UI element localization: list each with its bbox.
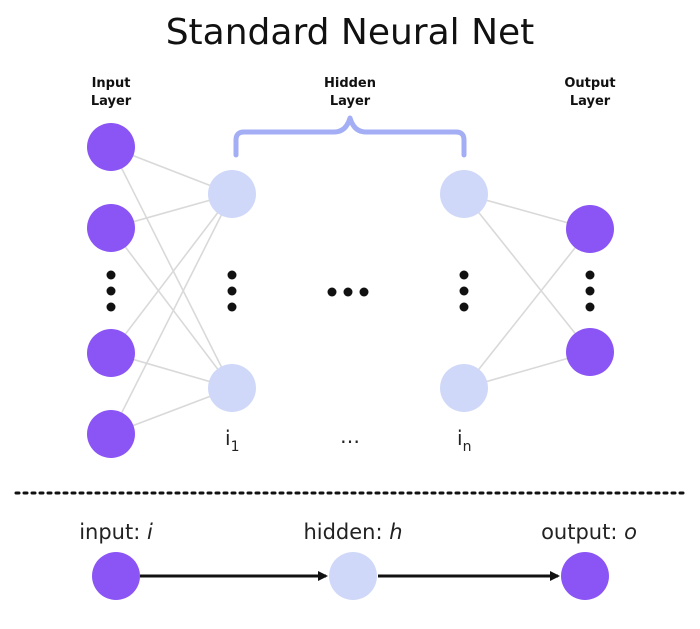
input-node-3: [87, 329, 135, 377]
hidden-layer-brace: [233, 115, 467, 158]
edge-hn1-o2: [463, 193, 591, 353]
legend-output-text: output:: [541, 520, 624, 544]
dot: [227, 286, 237, 296]
dot: [359, 287, 369, 297]
hidden-layer-label-line2: Layer: [330, 94, 371, 109]
dot: [327, 287, 337, 297]
hidden-index-last-sub: n: [463, 439, 472, 455]
edge-in3-h1: [110, 193, 233, 354]
output-node-2: [566, 328, 614, 376]
hidden-index-first-sub: 1: [231, 439, 240, 455]
hidden-layer-label-line1: Hidden: [324, 76, 376, 91]
dot: [459, 270, 469, 280]
dot: [227, 270, 237, 280]
dot: [585, 286, 595, 296]
input-vertical-ellipsis: [106, 270, 116, 312]
output-layer-label-line2: Layer: [570, 94, 611, 109]
hidden-first-vertical-ellipsis: [227, 270, 237, 312]
hidden-index-last-base: i: [457, 426, 463, 450]
legend-hidden-node: [329, 552, 377, 600]
input-node-2: [87, 204, 135, 252]
dot: [106, 302, 116, 312]
hidden-last-vertical-ellipsis: [459, 270, 469, 312]
hidden-index-last: in: [457, 426, 471, 455]
diagram-title: Standard Neural Net: [166, 12, 535, 53]
hidden-node-last-bottom: [440, 364, 488, 412]
legend-output-label: output: o: [541, 520, 637, 544]
hidden-node-first-bottom: [208, 364, 256, 412]
legend-input-node: [92, 552, 140, 600]
dot: [343, 287, 353, 297]
output-vertical-ellipsis: [585, 270, 595, 312]
input-layer-label-line1: Input: [92, 76, 131, 91]
hidden-node-first-top: [208, 170, 256, 218]
input-node-4: [87, 410, 135, 458]
output-layer-label-line1: Output: [564, 76, 615, 91]
legend-input-label: input: i: [79, 520, 153, 544]
legend-output-var: o: [624, 520, 637, 544]
legend-input-var: i: [147, 520, 153, 544]
input-layer-label-line2: Layer: [91, 94, 132, 109]
input-node-1: [87, 123, 135, 171]
dot: [106, 286, 116, 296]
legend-hidden-var: h: [389, 520, 402, 544]
dot: [459, 286, 469, 296]
legend-input-text: input:: [79, 520, 147, 544]
edge-in2-h2: [110, 227, 233, 389]
hidden-index-first-base: i: [225, 426, 231, 450]
hidden-horizontal-ellipsis: [327, 287, 369, 297]
edge-in1-h2: [110, 146, 233, 389]
hidden-index-first: i1: [225, 426, 239, 455]
dot: [585, 302, 595, 312]
dot: [585, 270, 595, 280]
legend-hidden-text: hidden:: [303, 520, 389, 544]
legend-output-node: [561, 552, 609, 600]
edge-hn2-o1: [463, 228, 591, 389]
hidden-node-last-top: [440, 170, 488, 218]
output-node-1: [566, 205, 614, 253]
hidden-index-middle: …: [340, 424, 360, 448]
dot: [106, 270, 116, 280]
dot: [227, 302, 237, 312]
edge-in4-h1: [110, 193, 233, 435]
dot: [459, 302, 469, 312]
legend-hidden-label: hidden: h: [303, 520, 402, 544]
